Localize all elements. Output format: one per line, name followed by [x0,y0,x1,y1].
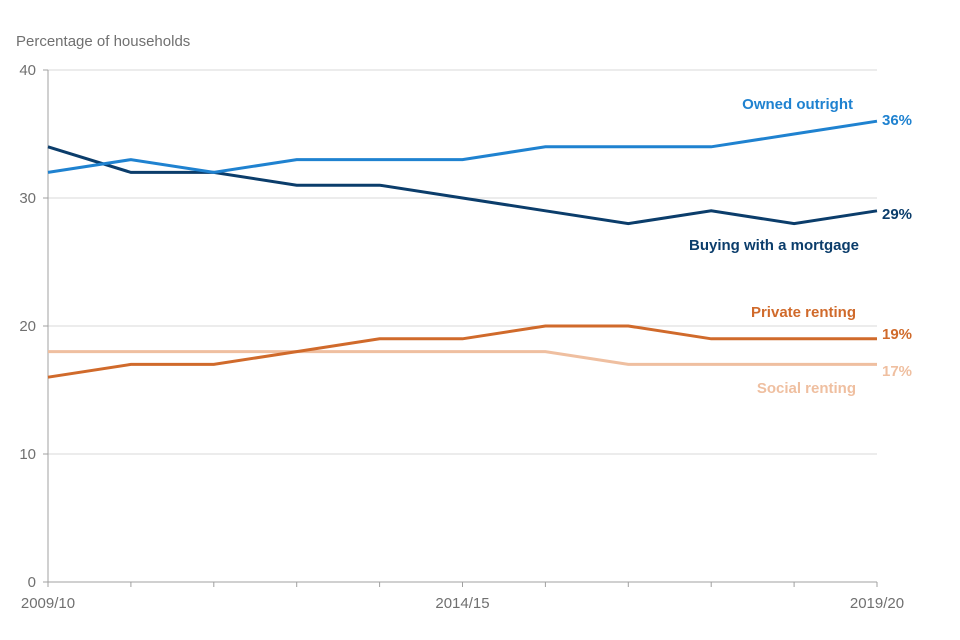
series-line-private-renting [47,324,877,379]
y-axis-title: Percentage of households [16,33,190,50]
series-lines [47,119,878,379]
x-tick-label: 2019/20 [850,595,904,612]
end-value-buying-with-a-mortgage: 29% [882,206,912,223]
end-value-social-renting: 17% [882,363,912,380]
x-tick-label: 2014/15 [435,595,489,612]
y-tick-label: 0 [28,574,36,591]
y-tick-label: 30 [19,190,36,207]
y-tick-label: 20 [19,318,36,335]
series-name-private-renting: Private renting [751,304,856,321]
y-tick-label: 40 [19,62,36,79]
gridlines [48,69,877,455]
series-name-social-renting: Social renting [757,380,856,397]
series-labels: Owned outright 36% Buying with a mortgage 2… [689,96,912,397]
end-value-owned-outright: 36% [882,112,912,129]
series-name-owned-outright: Owned outright [742,96,853,113]
series-line-social-renting [48,350,877,366]
axes: 0 10 20 30 40 2009/10 2014/15 2019/20 [19,62,904,612]
series-line-owned-outright [47,119,878,174]
x-tick-label: 2009/10 [21,595,75,612]
end-value-private-renting: 19% [882,326,912,343]
y-tick-label: 10 [19,446,36,463]
series-line-buying-with-a-mortgage [47,145,878,226]
series-name-buying-with-a-mortgage: Buying with a mortgage [689,237,859,254]
